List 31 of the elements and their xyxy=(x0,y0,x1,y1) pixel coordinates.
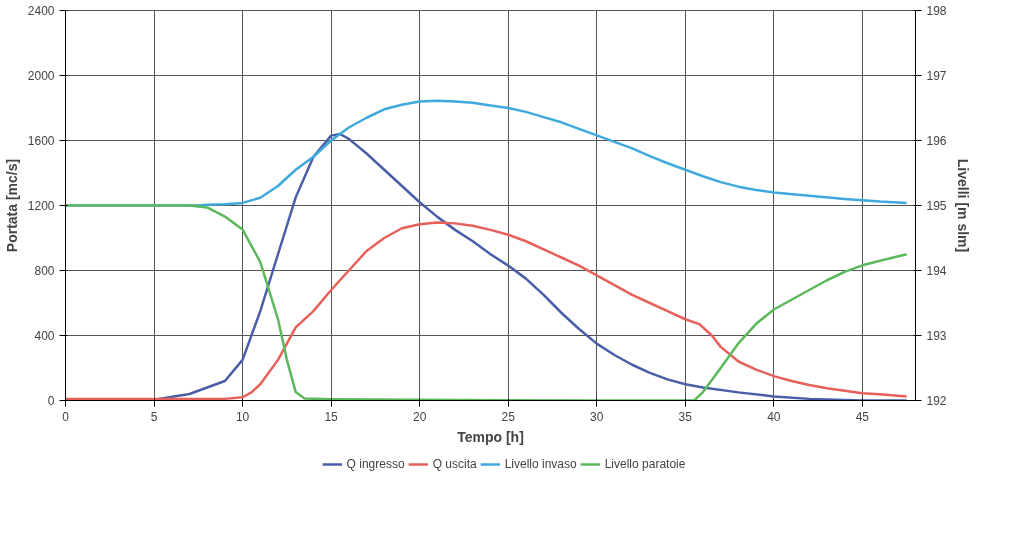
y2-tick-label: 194 xyxy=(926,264,947,278)
x-axis-title: Tempo [h] xyxy=(457,428,524,445)
y-tick-label: 1200 xyxy=(27,199,55,213)
y2-tick-label: 198 xyxy=(926,4,947,18)
y2-tick-label: 193 xyxy=(926,329,947,343)
x-tick-label: 40 xyxy=(767,409,781,424)
y-tick-label: 1600 xyxy=(27,134,55,148)
x-tick-label: 45 xyxy=(855,409,870,424)
x-tick-label: 5 xyxy=(150,409,158,424)
y2-tick-label: 195 xyxy=(926,199,947,213)
y2-tick-label: 197 xyxy=(926,69,947,83)
y2-tick-label: 192 xyxy=(926,394,947,408)
y-axis-title: Portata [mc/s] xyxy=(3,158,20,253)
legend-label: Q ingresso xyxy=(346,457,405,471)
y2-tick-label: 196 xyxy=(926,134,947,148)
x-tick-label: 30 xyxy=(590,409,604,424)
legend-label: Q uscita xyxy=(432,457,477,471)
y-tick-label: 2000 xyxy=(27,69,55,83)
y-tick-label: 400 xyxy=(34,329,55,343)
x-tick-label: 20 xyxy=(412,409,427,424)
y-tick-label: 800 xyxy=(34,264,55,278)
x-tick-label: 10 xyxy=(235,409,250,424)
x-tick-label: 35 xyxy=(678,409,693,424)
x-tick-label: 0 xyxy=(62,409,70,424)
x-tick-label: 25 xyxy=(501,409,516,424)
y-tick-label: 0 xyxy=(47,394,55,408)
y2-axis-title: Livelli [m slm] xyxy=(954,158,971,253)
legend-label: Livello paratoie xyxy=(604,457,686,471)
legend-label: Livello invaso xyxy=(504,457,577,471)
y-tick-label: 2400 xyxy=(27,4,55,18)
x-tick-label: 15 xyxy=(324,409,339,424)
